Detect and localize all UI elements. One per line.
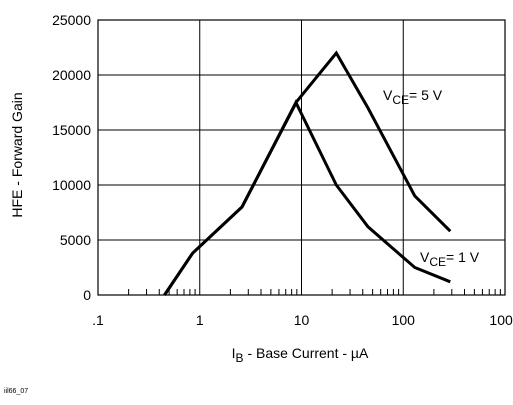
y-tick-label: 5000: [60, 232, 91, 248]
figure-code: iil66_07: [4, 388, 29, 395]
annotation-vce-5v: VCE= 5 V: [383, 87, 443, 107]
y-axis-title: HFE - Forward Gain: [9, 92, 25, 217]
x-tick-label: 1000: [489, 312, 513, 328]
y-tick-label: 10000: [52, 177, 91, 193]
series-layer: [163, 50, 452, 296]
x-tick-label: 10: [294, 312, 310, 328]
y-tick-label: 25000: [52, 12, 91, 28]
grid: [98, 20, 505, 295]
x-tick-labels: .1 1 10 100 1000: [92, 312, 513, 328]
annotation-vce-1v: VCE= 1 V: [420, 249, 480, 269]
y-tick-label: 20000: [52, 67, 91, 83]
y-tick-label: 15000: [52, 122, 91, 138]
series-line-vce-1v: [163, 99, 451, 296]
x-tick-label: 1: [196, 312, 204, 328]
x-tick-label: 100: [392, 312, 416, 328]
x-tick-label: .1: [92, 312, 104, 328]
x-axis-title: IB - Base Current - µA: [232, 345, 369, 365]
y-tick-labels: 0 5000 10000 15000 20000 25000: [52, 12, 91, 303]
series-line-vce-5v: [163, 50, 452, 296]
x-minor-ticks: [128, 289, 501, 295]
y-tick-label: 0: [83, 287, 91, 303]
plot-frame: [97, 19, 506, 296]
